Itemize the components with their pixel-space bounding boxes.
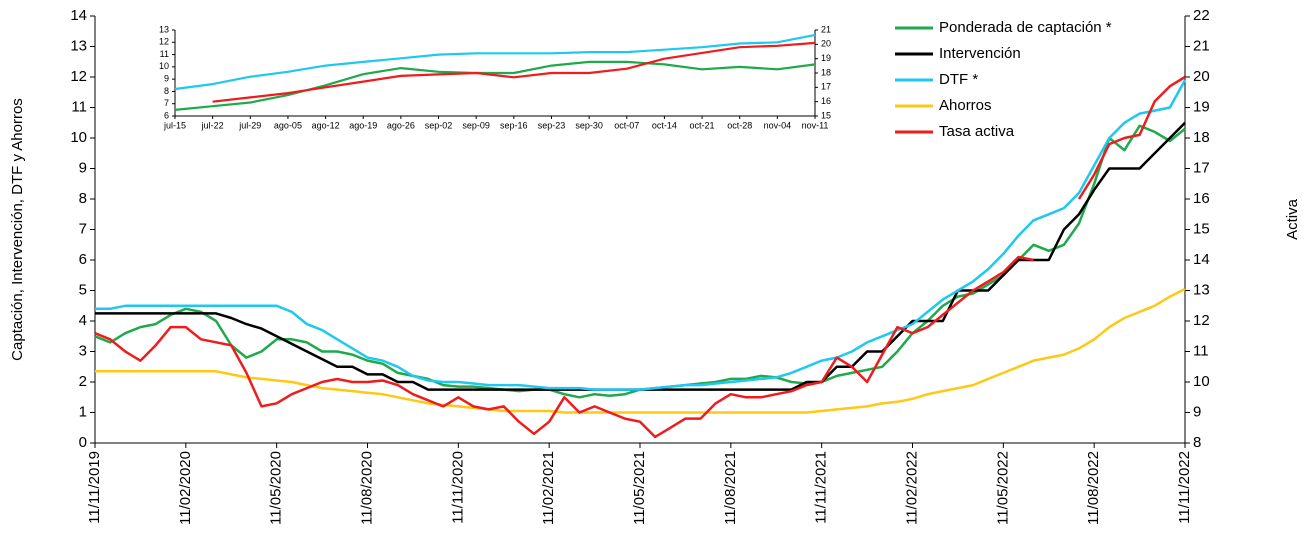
y-axis-label: Captación, Intervención, DTF y Ahorros — [9, 98, 26, 361]
x-tick-label: sep-30 — [575, 120, 603, 130]
x-tick-label: 11/02/2021 — [540, 451, 557, 525]
y-tick-label: 0 — [79, 434, 87, 451]
x-tick-label: nov-04 — [764, 120, 792, 130]
y2-tick-label: 20 — [821, 39, 831, 49]
y2-tick-label: 21 — [821, 24, 831, 34]
series-line — [174, 33, 816, 91]
x-tick-label: 11/08/2022 — [1085, 451, 1102, 525]
y2-tick-label: 8 — [1193, 434, 1201, 451]
y2-axis-label: Activa — [1284, 198, 1301, 240]
y2-tick-label: 15 — [1193, 220, 1210, 237]
y-tick-label: 8 — [79, 190, 87, 207]
x-tick-label: 11/05/2020 — [268, 451, 285, 525]
x-tick-label: 11/02/2022 — [903, 451, 920, 525]
y2-tick-label: 11 — [1193, 342, 1209, 359]
y-tick-label: 2 — [79, 373, 87, 390]
x-tick-label: 11/08/2020 — [358, 451, 375, 525]
y2-tick-label: 17 — [821, 82, 831, 92]
y-tick-label: 9 — [79, 159, 87, 176]
y2-tick-label: 18 — [1193, 129, 1210, 146]
series-line — [95, 79, 1187, 391]
y-tick-label: 9 — [164, 74, 169, 84]
x-tick-label: jul-15 — [163, 120, 186, 130]
x-tick-label: oct-07 — [614, 120, 639, 130]
series-line — [174, 60, 816, 111]
x-tick-label: ago-19 — [349, 120, 377, 130]
y2-tick-label: 17 — [1193, 159, 1210, 176]
y2-tick-label: 13 — [1193, 281, 1210, 298]
y-tick-label: 11 — [71, 98, 87, 115]
y-tick-label: 13 — [159, 24, 169, 34]
x-tick-label: jul-22 — [201, 120, 224, 130]
series-line — [94, 75, 1186, 439]
y2-tick-label: 19 — [1193, 98, 1210, 115]
y2-tick-label: 16 — [821, 96, 831, 106]
y-tick-label: 3 — [79, 342, 87, 359]
x-tick-label: 11/11/2021 — [813, 451, 830, 524]
y2-tick-label: 14 — [1193, 251, 1210, 268]
y2-tick-label: 10 — [1193, 373, 1210, 390]
y2-tick-label: 9 — [1193, 403, 1201, 420]
x-tick-label: 11/05/2021 — [631, 451, 648, 525]
y-tick-label: 6 — [164, 110, 169, 120]
legend-label: Ponderada de captación * — [939, 19, 1112, 36]
y2-tick-label: 12 — [1193, 312, 1210, 329]
series-line — [212, 41, 816, 103]
y-tick-label: 14 — [70, 7, 87, 24]
y-tick-label: 7 — [164, 98, 169, 108]
x-tick-label: ago-05 — [274, 120, 302, 130]
x-tick-label: ago-12 — [312, 120, 340, 130]
x-tick-label: 11/11/2020 — [449, 451, 466, 524]
y2-tick-label: 22 — [1193, 7, 1210, 24]
legend-label: DTF * — [939, 71, 978, 88]
legend-label: Ahorros — [939, 97, 992, 114]
y2-tick-label: 16 — [1193, 190, 1210, 207]
series-line — [95, 287, 1186, 414]
x-tick-label: 11/11/2022 — [1176, 451, 1193, 524]
y-tick-label: 4 — [79, 312, 87, 329]
y2-tick-label: 21 — [1193, 37, 1210, 54]
x-tick-label: sep-23 — [538, 120, 566, 130]
y-tick-label: 10 — [159, 61, 169, 71]
x-tick-label: sep-16 — [500, 120, 528, 130]
y-tick-label: 5 — [79, 281, 87, 298]
x-tick-label: 11/11/2019 — [86, 451, 103, 524]
x-tick-label: oct-14 — [652, 120, 677, 130]
x-tick-label: sep-09 — [462, 120, 490, 130]
series-line — [94, 124, 1186, 399]
x-tick-label: 11/02/2020 — [177, 451, 194, 525]
y-tick-label: 11 — [160, 49, 169, 59]
legend-label: Tasa activa — [939, 123, 1015, 140]
y2-tick-label: 19 — [821, 53, 831, 63]
x-tick-label: nov-11 — [802, 120, 829, 130]
legend-label: Intervención — [939, 45, 1021, 62]
x-tick-label: sep-02 — [425, 120, 453, 130]
y-tick-label: 12 — [70, 68, 87, 85]
y-tick-label: 7 — [79, 220, 87, 237]
y-tick-label: 8 — [164, 86, 169, 96]
y2-tick-label: 15 — [821, 110, 831, 120]
y-tick-label: 10 — [70, 129, 87, 146]
x-tick-label: 11/08/2021 — [722, 451, 739, 525]
x-tick-label: oct-28 — [727, 120, 752, 130]
x-tick-label: 11/05/2022 — [994, 451, 1011, 525]
y-tick-label: 13 — [70, 37, 87, 54]
y-tick-label: 6 — [79, 251, 87, 268]
y-tick-label: 12 — [159, 37, 169, 47]
y-tick-label: 1 — [79, 403, 87, 420]
x-tick-label: oct-21 — [690, 120, 715, 130]
x-tick-label: ago-26 — [387, 120, 415, 130]
y2-tick-label: 20 — [1193, 68, 1210, 85]
x-tick-label: jul-29 — [238, 120, 261, 130]
y2-tick-label: 18 — [821, 67, 831, 77]
